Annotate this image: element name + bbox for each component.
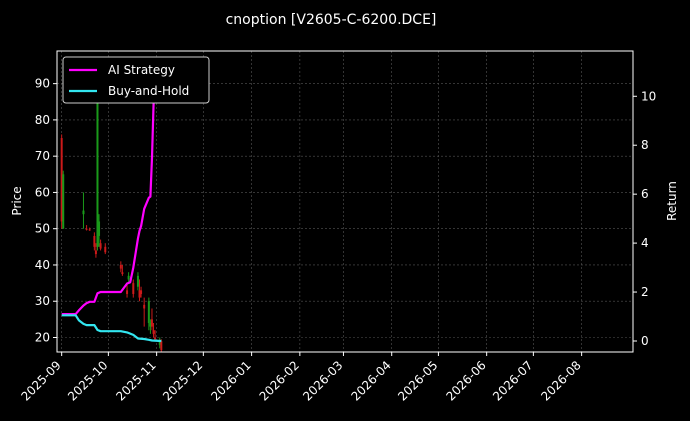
legend-box (62, 56, 210, 104)
candle-body (160, 341, 163, 351)
candle-body (152, 330, 155, 334)
y2-axis-label: Return (665, 181, 679, 221)
y-tick-label: 90 (35, 77, 50, 91)
series-line (61, 314, 162, 343)
y-tick-label: 40 (35, 258, 50, 272)
candle-body (82, 210, 85, 215)
candle-body (93, 235, 96, 247)
candle-body (121, 272, 124, 275)
y2-tick-label: 0 (641, 334, 649, 348)
candle-body (99, 243, 102, 249)
y-tick-label: 70 (35, 149, 50, 163)
y2-tick-label: 10 (641, 89, 656, 103)
y-axis-label: Price (10, 186, 24, 215)
candle-body (119, 264, 122, 269)
candle-body (140, 290, 143, 294)
candle-body (138, 290, 141, 298)
y-tick-label: 20 (35, 330, 50, 344)
candle-body (149, 322, 152, 327)
candle-body (94, 250, 97, 255)
candle-body (154, 337, 157, 340)
candle-body (136, 275, 139, 287)
y-tick-label: 50 (35, 222, 50, 236)
candle-body (132, 283, 135, 294)
candle-body (158, 341, 161, 345)
candle-body (98, 221, 101, 236)
candle-body (60, 138, 63, 222)
y2-tick-label: 2 (641, 285, 649, 299)
y-tick-label: 80 (35, 113, 50, 127)
y-tick-label: 60 (35, 185, 50, 199)
series-line (61, 59, 157, 316)
return-lines (61, 59, 162, 343)
legend: AI Strategy Buy-and-Hold (62, 56, 210, 104)
candle-body (96, 101, 99, 247)
candle-body (104, 246, 107, 253)
candle-body (150, 319, 153, 327)
chart-title: cnoption [V2605-C-6200.DCE] (226, 12, 437, 28)
y2-tick-label: 6 (641, 187, 649, 201)
candle-body (127, 275, 130, 280)
y2-tick-label: 8 (641, 138, 649, 152)
plot-frame (56, 50, 634, 353)
candle-body (126, 290, 129, 294)
y2-tick-label: 4 (641, 236, 649, 250)
candle-body (143, 304, 146, 309)
candle-body (88, 229, 91, 231)
legend-label: Buy-and-Hold (108, 84, 189, 98)
candlesticks (60, 90, 163, 352)
candle-body (62, 174, 65, 229)
legend-label: AI Strategy (108, 63, 175, 77)
y-tick-label: 30 (35, 294, 50, 308)
candle-body (85, 228, 88, 230)
candle-body (147, 301, 150, 323)
